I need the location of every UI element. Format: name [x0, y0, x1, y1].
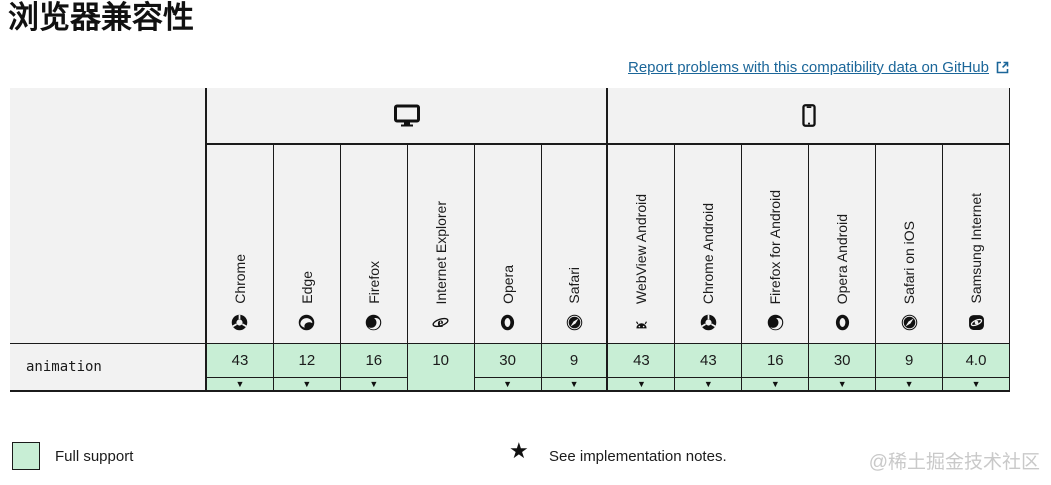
support-cell-samsung-internet[interactable]: 4.0 ▼	[943, 344, 1010, 392]
chrome-icon	[700, 314, 717, 331]
feature-name-cell: animation	[10, 344, 207, 392]
firefox-icon	[365, 314, 382, 331]
support-version: 43	[608, 344, 675, 378]
browser-header-firefox: Firefox	[340, 145, 408, 344]
implementation-notes-star-icon: ★	[509, 438, 529, 463]
browser-header-label: Edge	[298, 271, 315, 304]
report-problems-row: Report problems with this compatibility …	[628, 59, 1010, 77]
page-title: 浏览器兼容性	[8, 0, 194, 36]
browser-header-label: Safari on iOS	[901, 220, 918, 304]
support-cell-edge[interactable]: 12 ▼	[273, 344, 341, 392]
safari-icon	[566, 314, 583, 331]
support-cell-opera-android[interactable]: 30 ▼	[809, 344, 877, 392]
desktop-icon	[393, 104, 421, 128]
opera-icon	[834, 314, 851, 331]
watermark: @稀土掘金技术社区	[868, 452, 1040, 473]
browser-header-opera: Opera	[474, 145, 542, 344]
android-icon	[633, 314, 650, 331]
report-problems-link[interactable]: Report problems with this compatibility …	[628, 59, 1010, 76]
browser-header-chrome: Chrome	[207, 145, 274, 344]
history-toggle-icon[interactable]: ▼	[569, 379, 579, 389]
history-toggle-icon[interactable]: ▼	[369, 379, 379, 389]
browser-header-webview-android: WebView Android	[608, 145, 676, 344]
support-cell-internet-explorer[interactable]: 10	[407, 344, 475, 392]
implementation-notes-label: See implementation notes.	[549, 448, 727, 465]
browser-header-label: Opera Android	[834, 213, 851, 304]
browser-header-label: Firefox for Android	[767, 189, 784, 304]
firefox-icon	[767, 314, 784, 331]
browser-compatibility-table: Chrome Edge Firefox Internet Explorer e …	[10, 88, 1010, 392]
history-toggle-icon[interactable]: ▼	[703, 379, 713, 389]
history-toggle-icon[interactable]: ▼	[636, 379, 646, 389]
svg-text:e: e	[438, 315, 444, 330]
support-cell-safari-ios[interactable]: 9 ▼	[876, 344, 944, 392]
support-cell-chrome[interactable]: 43 ▼	[207, 344, 274, 392]
browser-header-label: Chrome Android	[700, 202, 717, 304]
opera-icon	[499, 314, 516, 331]
history-toggle-icon[interactable]: ▼	[302, 379, 312, 389]
history-toggle-icon[interactable]: ▼	[503, 379, 513, 389]
support-cell-chrome-android[interactable]: 43 ▼	[675, 344, 743, 392]
edge-icon	[298, 314, 315, 331]
support-version: 9	[876, 344, 943, 378]
browser-header-chrome-android: Chrome Android	[675, 145, 743, 344]
support-cell-safari[interactable]: 9 ▼	[541, 344, 609, 392]
safari-icon	[901, 314, 918, 331]
browser-header-firefox-android: Firefox for Android	[742, 145, 810, 344]
support-cell-opera[interactable]: 30 ▼	[474, 344, 542, 392]
browser-header-label: Internet Explorer	[432, 200, 449, 305]
browser-header-safari: Safari	[541, 145, 609, 344]
browser-header-safari-ios: Safari on iOS	[876, 145, 944, 344]
samsung-internet-icon	[968, 314, 985, 331]
platform-header-mobile	[608, 88, 1010, 145]
platform-header-desktop	[207, 88, 609, 145]
support-version: 9	[541, 344, 607, 378]
support-version: 12	[273, 344, 340, 378]
browser-header-samsung-internet: Samsung Internet	[943, 145, 1010, 344]
support-version: 43	[675, 344, 742, 378]
mobile-icon	[802, 104, 816, 127]
browser-header-opera-android: Opera Android	[809, 145, 877, 344]
full-support-swatch	[12, 442, 40, 470]
browser-header-label: Firefox	[365, 261, 382, 304]
support-cell-webview-android[interactable]: 43 ▼	[608, 344, 676, 392]
full-support-label: Full support	[55, 448, 134, 465]
support-version: 16	[742, 344, 809, 378]
internet-explorer-icon: e	[432, 314, 449, 331]
support-version: 16	[340, 344, 407, 378]
support-cell-firefox[interactable]: 16 ▼	[340, 344, 408, 392]
support-version: 30	[474, 344, 541, 378]
browser-header-internet-explorer: Internet Explorer e	[407, 145, 475, 344]
chrome-icon	[231, 314, 248, 331]
browser-header-label: Safari	[566, 267, 583, 304]
support-version: 4.0	[943, 344, 1009, 378]
browser-header-label: Samsung Internet	[968, 193, 985, 304]
support-version: 30	[809, 344, 876, 378]
history-toggle-icon[interactable]: ▼	[837, 379, 847, 389]
support-version: 10	[432, 352, 450, 369]
table-corner-cell	[10, 88, 207, 344]
browser-header-label: Opera	[499, 265, 516, 304]
report-problems-link-label: Report problems with this compatibility …	[628, 59, 989, 76]
browser-header-label: WebView Android	[633, 194, 650, 304]
history-toggle-icon[interactable]: ▼	[904, 379, 914, 389]
history-toggle-icon[interactable]: ▼	[770, 379, 780, 389]
history-toggle-icon[interactable]: ▼	[235, 379, 245, 389]
support-version: 43	[207, 344, 273, 378]
support-cell-firefox-android[interactable]: 16 ▼	[742, 344, 810, 392]
browser-header-edge: Edge	[273, 145, 341, 344]
external-link-icon	[995, 60, 1010, 75]
history-toggle-icon[interactable]: ▼	[971, 379, 981, 389]
browser-header-label: Chrome	[231, 254, 248, 304]
